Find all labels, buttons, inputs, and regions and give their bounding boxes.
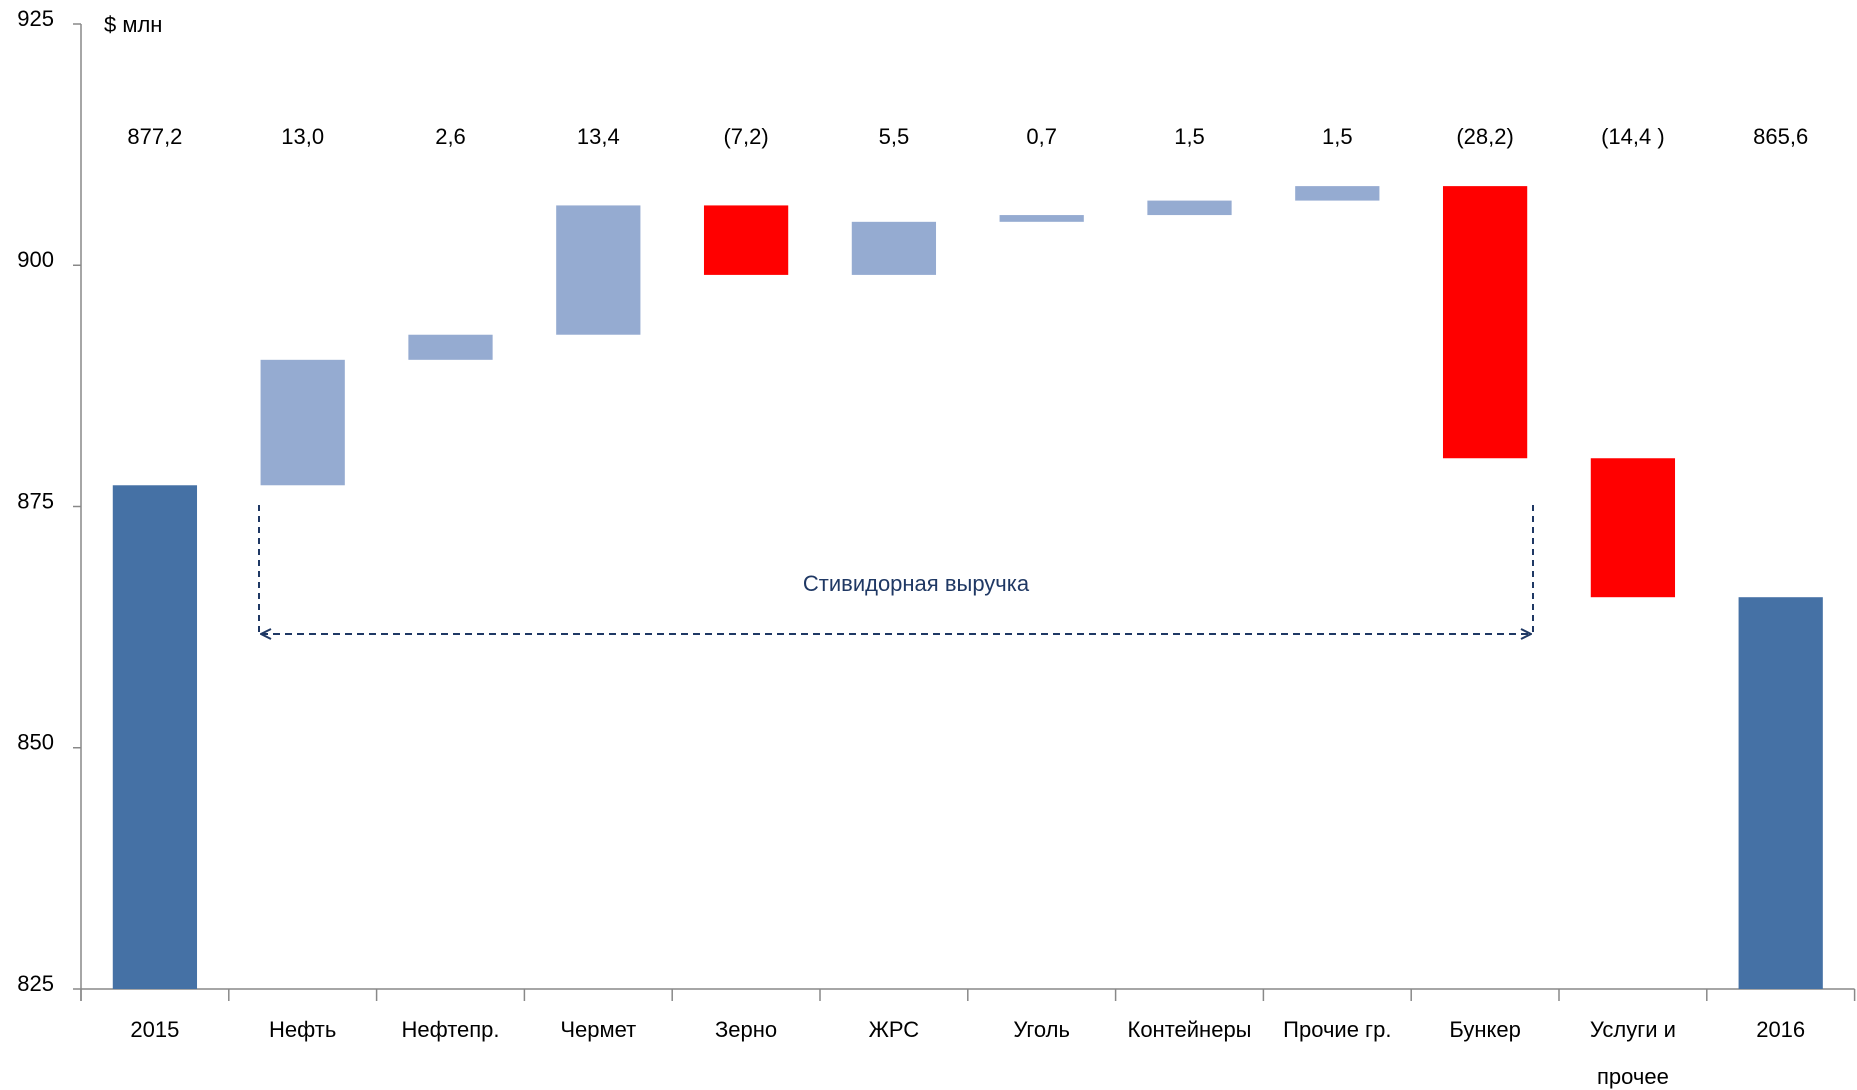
x-tick-label: Нефть	[269, 1017, 337, 1042]
x-tick-label: Услуги и прочее	[1589, 1017, 1676, 1089]
bar	[703, 205, 789, 275]
bar	[999, 215, 1084, 222]
bar	[1147, 200, 1232, 216]
value-label: 865,6	[1753, 124, 1808, 149]
value-label: 877,2	[127, 124, 182, 149]
bar	[1442, 186, 1528, 459]
x-tick-label: Бункер	[1449, 1017, 1521, 1042]
bar	[408, 334, 493, 360]
bar	[112, 485, 198, 989]
x-tick-label: 2015	[130, 1017, 180, 1042]
value-label: 2,6	[435, 124, 466, 149]
value-label: 0,7	[1026, 124, 1057, 149]
bar	[1590, 458, 1676, 598]
y-axis-label: $ млн	[104, 12, 162, 37]
value-label: 13,0	[281, 124, 324, 149]
x-tick-label: Контейнеры	[1127, 1017, 1252, 1042]
x-tick-label: Чермет	[560, 1017, 637, 1042]
value-label: 5,5	[879, 124, 910, 149]
y-tick-label: 825	[17, 971, 54, 996]
annotation-bracket	[258, 505, 1534, 634]
x-tick-label: Прочие гр.	[1283, 1017, 1392, 1042]
value-label: 13,4	[577, 124, 620, 149]
y-tick-label: 875	[17, 488, 54, 513]
bar	[556, 205, 641, 335]
x-tick-label: Нефтепр.	[401, 1017, 500, 1042]
y-tick-label: 900	[17, 247, 54, 272]
bar	[851, 221, 937, 275]
value-label: (14,4 )	[1601, 124, 1665, 149]
y-tick-label: 850	[17, 730, 54, 755]
bar	[1738, 597, 1823, 989]
x-tick-label: Зерно	[715, 1017, 778, 1042]
x-tick-label: Уголь	[1013, 1017, 1070, 1042]
x-tick-label: 2016	[1756, 1017, 1806, 1042]
x-tick-label: ЖРС	[868, 1017, 920, 1042]
value-label: (7,2)	[723, 124, 768, 149]
value-label: 1,5	[1174, 124, 1205, 149]
value-label: (28,2)	[1456, 124, 1513, 149]
bar	[1295, 186, 1380, 201]
value-label: 1,5	[1322, 124, 1353, 149]
annotation: Стивидорная выручка	[803, 571, 1030, 596]
y-tick-label: 925	[17, 6, 54, 31]
bar	[260, 359, 345, 486]
